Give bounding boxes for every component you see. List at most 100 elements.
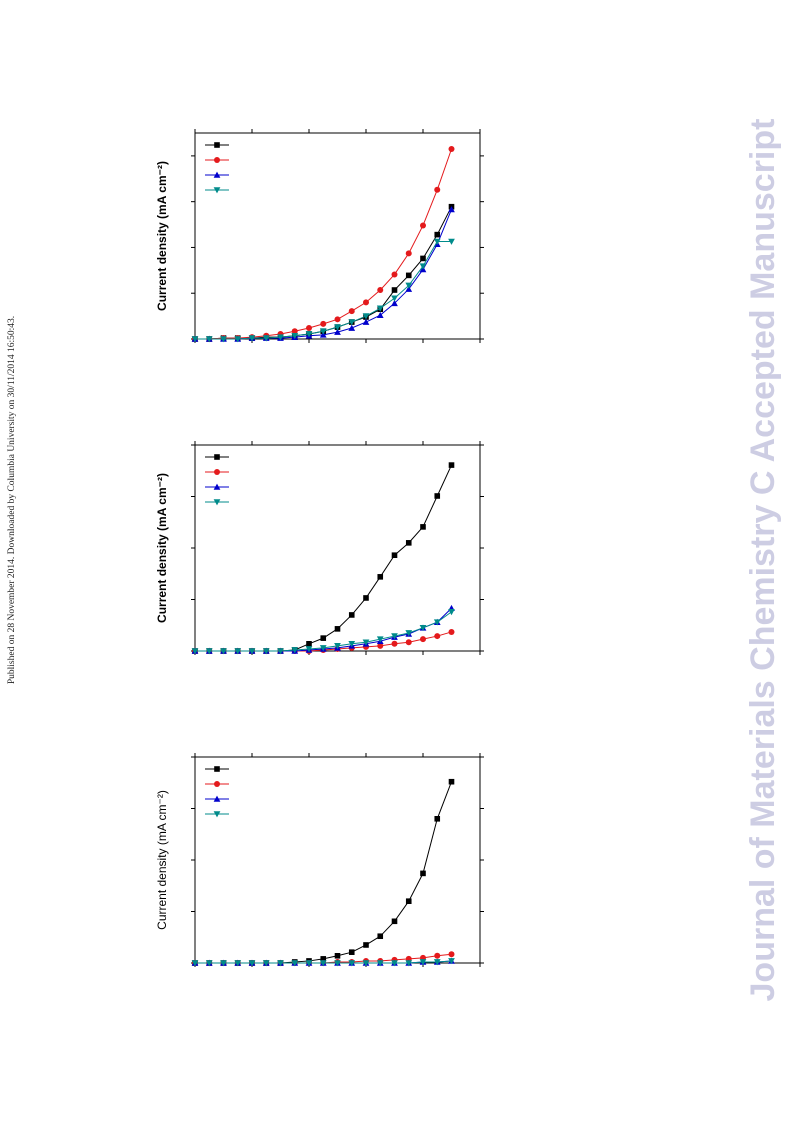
marker <box>348 324 356 331</box>
marker <box>434 816 441 822</box>
marker <box>377 933 384 940</box>
marker <box>262 648 270 655</box>
marker <box>405 285 413 292</box>
marker <box>205 960 213 967</box>
marker <box>291 960 299 967</box>
marker <box>420 524 426 530</box>
series-line <box>195 206 452 340</box>
marker <box>363 595 369 601</box>
series-line <box>195 148 452 340</box>
marker <box>420 870 426 877</box>
marker <box>391 918 398 925</box>
marker <box>405 272 412 279</box>
series-line <box>195 781 452 964</box>
marker <box>220 336 227 343</box>
marker <box>213 483 221 490</box>
marker <box>405 630 413 637</box>
marker <box>448 951 455 958</box>
marker <box>305 960 313 967</box>
marker <box>220 648 227 655</box>
marker <box>448 609 455 616</box>
marker <box>433 238 441 245</box>
marker <box>205 336 213 343</box>
marker <box>306 325 312 332</box>
marker <box>405 540 412 546</box>
marker <box>434 231 441 238</box>
marker <box>348 308 355 315</box>
series-line <box>195 607 452 652</box>
marker <box>363 942 369 948</box>
marker <box>320 635 327 641</box>
marker <box>191 960 199 967</box>
marker <box>220 960 227 967</box>
marker <box>213 499 221 506</box>
marker <box>391 295 398 302</box>
marker <box>448 238 455 245</box>
marker <box>377 287 384 294</box>
marker <box>191 336 199 343</box>
marker <box>405 250 412 257</box>
marker <box>348 319 356 326</box>
marker <box>434 952 441 959</box>
marker <box>214 454 220 460</box>
marker <box>319 960 327 967</box>
marker <box>334 626 341 632</box>
marker <box>291 328 298 335</box>
marker <box>334 952 341 959</box>
marker <box>362 318 370 325</box>
marker <box>277 960 284 967</box>
marker <box>433 959 441 966</box>
marker <box>306 640 312 647</box>
marker <box>305 331 313 338</box>
marker <box>291 647 299 654</box>
series-line <box>195 209 452 340</box>
marker <box>419 263 427 270</box>
marker <box>248 648 256 655</box>
marker <box>291 332 299 340</box>
marker <box>433 619 441 626</box>
marker <box>234 648 242 655</box>
marker <box>405 960 413 967</box>
marker <box>420 222 426 229</box>
marker <box>213 187 221 194</box>
marker <box>376 305 384 312</box>
marker <box>376 311 384 318</box>
marker <box>391 552 398 559</box>
marker <box>214 766 220 772</box>
marker <box>377 642 384 649</box>
marker <box>405 898 412 904</box>
marker <box>420 255 426 262</box>
marker <box>334 324 341 331</box>
plot-frame <box>194 132 481 340</box>
y-axis-label: Current density (mA cm⁻²) <box>155 473 169 623</box>
marker <box>234 336 242 343</box>
marker <box>405 639 412 646</box>
marker <box>362 960 370 967</box>
marker <box>391 633 398 640</box>
marker <box>405 282 413 289</box>
marker <box>277 334 284 341</box>
marker <box>213 171 221 178</box>
marker <box>305 646 313 653</box>
marker <box>334 316 341 323</box>
marker <box>214 157 220 163</box>
marker <box>319 645 327 652</box>
marker <box>262 960 270 967</box>
marker <box>391 299 398 307</box>
marker <box>434 186 441 193</box>
y-axis-label: Current density (mA cm⁻²) <box>155 161 169 311</box>
marker <box>448 462 455 468</box>
marker <box>248 335 256 342</box>
marker <box>448 206 455 213</box>
marker <box>348 640 356 648</box>
marker <box>320 320 327 327</box>
marker <box>391 287 398 293</box>
marker <box>205 648 213 655</box>
marker <box>334 328 341 335</box>
marker <box>434 493 441 499</box>
marker <box>420 636 426 643</box>
series-line <box>195 464 452 652</box>
marker <box>248 960 256 967</box>
marker <box>391 960 398 967</box>
